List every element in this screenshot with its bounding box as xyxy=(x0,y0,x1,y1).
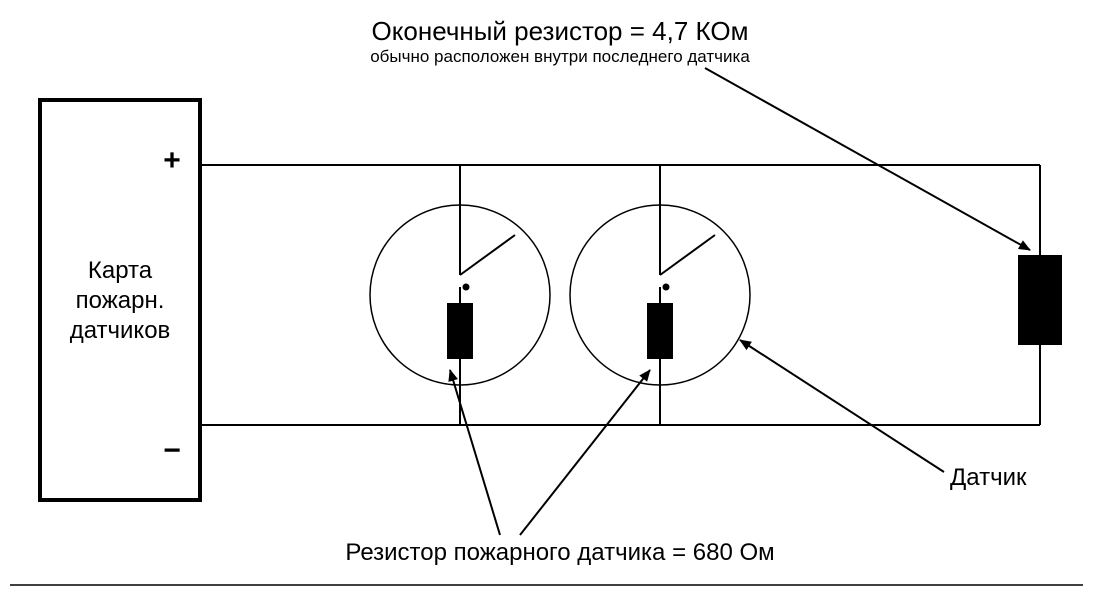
box-label-3: датчиков xyxy=(70,317,171,344)
fire-sensor-diagram: + − Карта пожарн. датчиков Оконечный рез… xyxy=(0,0,1093,603)
arrow-to-resistor-2 xyxy=(520,370,650,535)
sensor-resistor xyxy=(447,303,473,359)
arrow-to-end-resistor xyxy=(705,68,1030,250)
sensor-label: Датчик xyxy=(950,464,1027,491)
sensor-switch-arm xyxy=(660,235,715,275)
sensor-pivot-dot xyxy=(463,284,470,291)
minus-label: − xyxy=(163,434,181,467)
sensor-resistor xyxy=(647,303,673,359)
arrow-to-sensor xyxy=(740,340,944,472)
bottom-resistor-label: Резистор пожарного датчика = 680 Ом xyxy=(345,539,774,566)
box-label-2: пожарн. xyxy=(76,287,165,314)
arrow-to-resistor-1 xyxy=(450,370,500,535)
end-resistor xyxy=(1018,255,1062,345)
wires xyxy=(200,165,1040,425)
title-main: Оконечный резистор = 4,7 КОм xyxy=(372,16,749,46)
title-sub: обычно расположен внутри последнего датч… xyxy=(370,47,750,66)
box-label-1: Карта xyxy=(88,257,153,284)
sensor-pivot-dot xyxy=(663,284,670,291)
sensor-switch-arm xyxy=(460,235,515,275)
plus-label: + xyxy=(163,144,181,177)
sensors xyxy=(370,205,750,385)
